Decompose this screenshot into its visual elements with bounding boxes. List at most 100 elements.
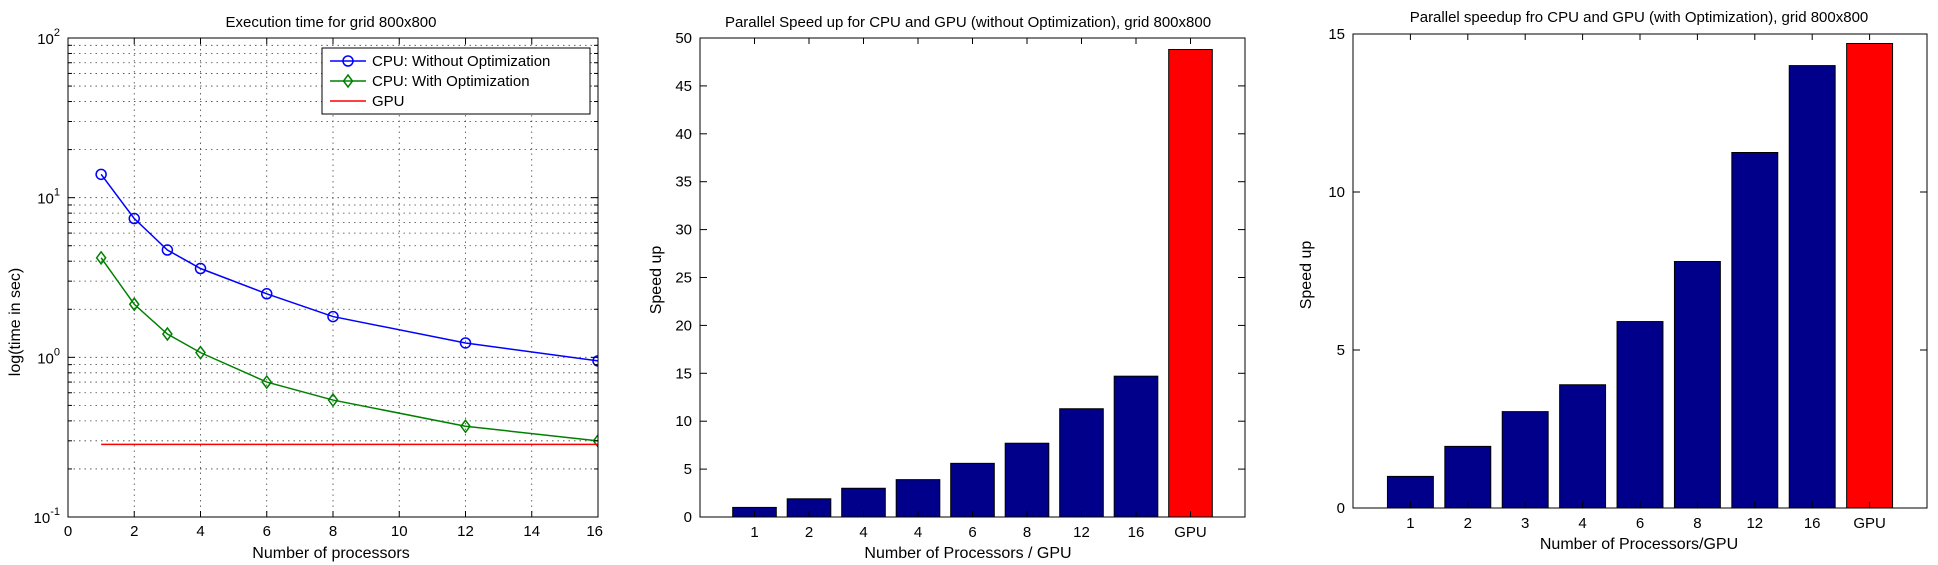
series: [95, 168, 598, 367]
y-tick-label: 10-1: [34, 506, 60, 527]
x-axis-label: Number of Processors / GPU: [864, 545, 1071, 562]
y-tick-label: 102: [37, 27, 60, 48]
x-tick-label: 1: [750, 524, 758, 541]
x-tick-label: 12: [457, 523, 474, 540]
x-tick-label: 0: [64, 523, 72, 540]
y-tick-base: 10: [37, 191, 54, 208]
bar: [1444, 445, 1492, 509]
x-axis-label: Number of processors: [252, 545, 409, 562]
bar: [1501, 411, 1549, 509]
y-tick-label: 10: [1328, 184, 1345, 201]
chart-title: Parallel speedup fro CPU and GPU (with O…: [1410, 9, 1869, 26]
x-tick-label: 4: [196, 523, 204, 540]
legend-label: CPU: Without Optimization: [372, 53, 550, 70]
x-tick-label: 14: [523, 523, 540, 540]
x-tick-label: 3: [1521, 515, 1529, 532]
series-line: [100, 173, 598, 362]
y-tick-exponent: 0: [54, 346, 60, 358]
bar: [1673, 261, 1721, 509]
x-tick-label: 4: [1578, 515, 1586, 532]
x-tick-label: 12: [1746, 515, 1763, 532]
y-tick-exponent: -1: [50, 506, 60, 518]
plot-frame: [699, 37, 1246, 518]
y-tick-label: 100: [37, 346, 60, 367]
legend-label: GPU: [372, 93, 405, 110]
data-point: [195, 345, 206, 360]
data-point: [128, 212, 140, 225]
bar: [1004, 442, 1050, 518]
legend-item: CPU: With Optimization: [330, 73, 530, 90]
bar: [1846, 42, 1894, 509]
y-tick-label: 15: [1328, 26, 1345, 43]
data-point: [95, 250, 107, 266]
x-axis-label: Number of Processors/GPU: [1540, 536, 1738, 553]
bar: [1731, 152, 1779, 509]
chart-speedup-without-optimization: Parallel Speed up for CPU and GPU (witho…: [648, 14, 1246, 562]
x-tick-label: GPU: [1174, 524, 1207, 541]
x-tick-label: 12: [1073, 524, 1090, 541]
data-point: [261, 374, 273, 390]
x-tick-label: 4: [914, 524, 922, 541]
data-point: [161, 326, 173, 342]
y-tick-label: 0: [684, 509, 692, 526]
y-tick-label: 20: [675, 317, 692, 334]
y-tick-exponent: 1: [54, 187, 60, 199]
legend-marker: [342, 55, 354, 67]
y-axis-label: log(time in sec): [7, 268, 24, 376]
plot-area: [95, 168, 598, 449]
chart-speedup-with-optimization: Parallel speedup fro CPU and GPU (with O…: [1298, 9, 1928, 553]
series: [95, 250, 598, 449]
bar: [1113, 375, 1159, 518]
data-point: [95, 168, 107, 181]
y-tick-label: 35: [675, 174, 692, 191]
x-tick-label: 8: [1023, 524, 1031, 541]
y-tick-base: 10: [37, 31, 54, 48]
x-tick-label: 16: [586, 523, 603, 540]
legend-marker: [342, 73, 354, 89]
y-tick-label: 30: [675, 222, 692, 239]
y-axis-label: Speed up: [648, 246, 665, 315]
legend-label: CPU: With Optimization: [372, 73, 530, 90]
chart-title: Parallel Speed up for CPU and GPU (witho…: [725, 14, 1211, 31]
bars: [1386, 42, 1894, 509]
y-tick-label: 10: [675, 413, 692, 430]
x-tick-label: 10: [391, 523, 408, 540]
x-tick-label: 2: [1464, 515, 1472, 532]
legend-item: GPU: [330, 93, 405, 110]
bar: [1788, 65, 1836, 509]
x-tick-label: 2: [805, 524, 813, 541]
bars: [732, 48, 1213, 518]
legend: CPU: Without Optimization CPU: With Optim…: [321, 47, 591, 115]
data-point: [128, 297, 140, 312]
x-tick-label: 6: [968, 524, 976, 541]
x-tick-label: 8: [1693, 515, 1701, 532]
x-tick-label: 16: [1804, 515, 1821, 532]
x-tick-label: 4: [859, 524, 867, 541]
data-point: [194, 262, 207, 275]
chart-execution-time: Execution time for grid 800x800 Number o…: [7, 14, 603, 562]
data-point: [327, 392, 339, 408]
bar: [1616, 321, 1664, 509]
y-tick-label: 15: [675, 365, 692, 382]
x-tick-label: 6: [1636, 515, 1644, 532]
data-point: [161, 244, 174, 256]
y-axis-label: Speed up: [1298, 241, 1315, 310]
y-tick-label: 0: [1337, 500, 1345, 517]
y-tick-label: 45: [675, 78, 692, 95]
x-tick-label: 16: [1128, 524, 1145, 541]
x-tick-label: 8: [329, 523, 337, 540]
chart-title: Execution time for grid 800x800: [226, 14, 437, 31]
legend-item: CPU: Without Optimization: [330, 53, 550, 70]
data-point: [459, 337, 472, 349]
bar: [1559, 384, 1607, 509]
data-point: [327, 310, 339, 323]
data-point: [592, 433, 598, 449]
bar: [950, 462, 995, 518]
x-tick-label: 2: [130, 523, 138, 540]
y-tick-base: 10: [34, 510, 51, 527]
y-tick-label: 5: [684, 461, 692, 478]
legend-box: [321, 47, 591, 115]
y-tick-label: 50: [675, 30, 692, 47]
x-tick-label: 1: [1406, 515, 1414, 532]
